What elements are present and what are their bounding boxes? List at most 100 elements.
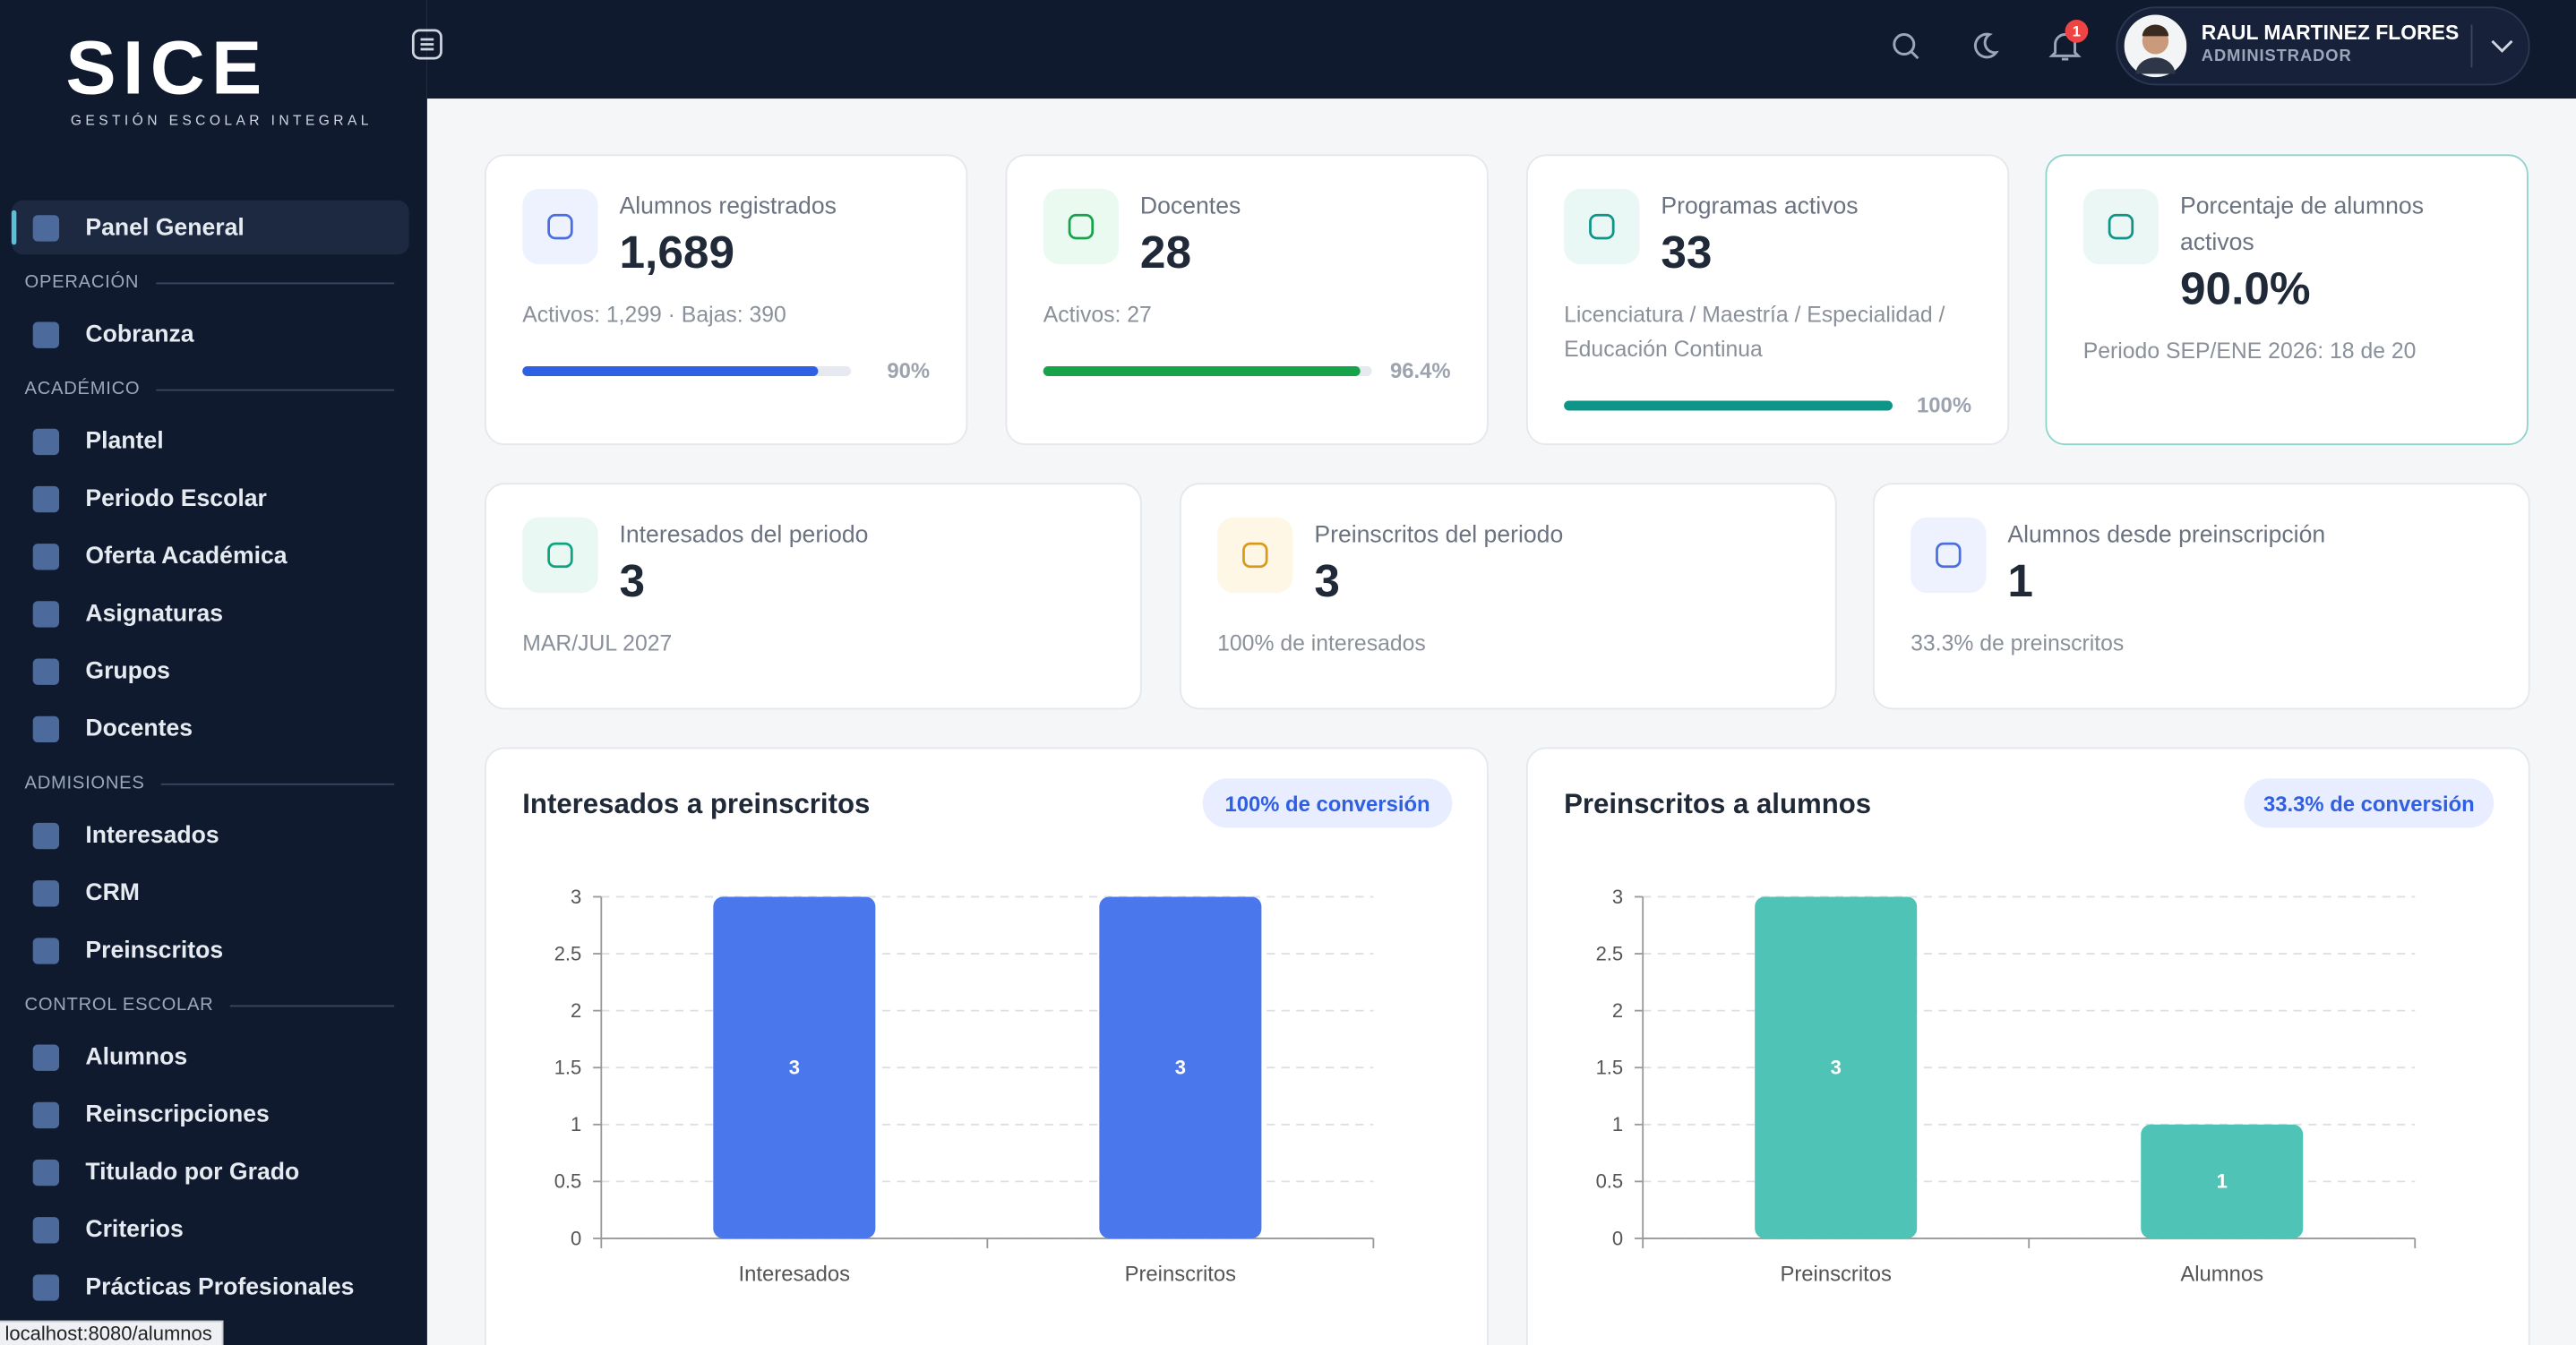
- progress-track: [1043, 365, 1372, 376]
- bar-value-label: 3: [1831, 1057, 1842, 1079]
- logo-tagline: GESTIÓN ESCOLAR INTEGRAL: [70, 111, 373, 129]
- nav-item[interactable]: Preinscritos: [12, 923, 409, 978]
- nav-item[interactable]: Titulado por Grado: [12, 1144, 409, 1199]
- card-detail: Activos: 1,299 · Bajas: 390: [522, 302, 786, 328]
- card-icon: [1217, 517, 1293, 594]
- card-value: 1: [2007, 554, 2033, 606]
- nav-label: Prácticas Profesionales: [85, 1273, 355, 1300]
- card-top: Interesados del periodo 3: [522, 517, 1103, 610]
- nav-item[interactable]: Asignaturas: [12, 587, 409, 641]
- menu-toggle[interactable]: [411, 28, 444, 61]
- status-url: localhost:8080/alumnos: [0, 1320, 224, 1345]
- stat-card: Porcentaje de alumnos activos 90.0% Period…: [2045, 154, 2529, 446]
- y-tick-label: 0.5: [554, 1170, 582, 1193]
- nav-label: Alumnos: [85, 1043, 188, 1070]
- chart-card: Preinscritos a alumnos 33.3% de conversió…: [1525, 747, 2530, 1345]
- icon-glyph: [2108, 213, 2134, 240]
- card-title: Interesados del periodo: [619, 522, 869, 549]
- bar: [2141, 1124, 2304, 1238]
- nav-label: Oferta Académica: [85, 543, 288, 570]
- sidebar: SICE GESTIÓN ESCOLAR INTEGRAL Panel Gene…: [0, 0, 427, 1345]
- chart-card: Interesados a preinscritos 100% de conver…: [485, 747, 1489, 1345]
- user-name: RAUL MARTINEZ FLORES: [2201, 21, 2460, 45]
- chart: Interesados a preinscritos 100% de conver…: [522, 778, 1453, 1287]
- bar-value-label: 3: [1175, 1057, 1186, 1079]
- progress: 96.4%: [1043, 358, 1451, 382]
- nav-label: Panel General: [85, 214, 245, 241]
- card-text: Alumnos desde preinscripción 1: [2007, 518, 2325, 610]
- logo: SICE: [65, 24, 269, 110]
- nav-icon: [32, 1043, 60, 1070]
- y-tick-label: 2.5: [554, 942, 582, 964]
- card-title: Preinscritos del periodo: [1314, 522, 1564, 549]
- search-button[interactable]: [1889, 30, 1922, 63]
- y-tick-label: 0: [1612, 1227, 1623, 1249]
- card-detail: 33.3% de preinscritos: [1911, 630, 2125, 655]
- card-icon: [1043, 188, 1120, 265]
- nav-item[interactable]: CRM: [12, 866, 409, 921]
- card-detail: 100% de interesados: [1217, 630, 1426, 655]
- nav-item[interactable]: Prácticas Profesionales: [12, 1260, 409, 1315]
- card-top: Preinscritos del periodo 3: [1217, 517, 1799, 610]
- nav-item[interactable]: Criterios: [12, 1203, 409, 1257]
- stat-card: Preinscritos del periodo 3 100% de interes…: [1179, 483, 1837, 710]
- nav-icon: [32, 485, 60, 512]
- nav-item[interactable]: Periodo Escolar: [12, 471, 409, 526]
- y-tick-label: 1.5: [554, 1057, 582, 1079]
- nav-item[interactable]: Alumnos: [12, 1030, 409, 1084]
- card-text: Interesados del periodo 3: [619, 518, 868, 610]
- glyph: [1068, 213, 1095, 240]
- nav-icon: [32, 543, 60, 570]
- nav-item[interactable]: Grupos: [12, 644, 409, 698]
- card-top: Docentes 28: [1043, 188, 1451, 281]
- progress-fill: [1564, 399, 1893, 410]
- x-tick-label: Preinscritos: [1780, 1263, 1892, 1287]
- nav-item[interactable]: Cobranza: [12, 307, 409, 362]
- nav-label: CRM: [85, 879, 140, 906]
- top-bar: 1 RAUL MARTINEZ FLORES ADMINISTRADOR: [411, 0, 2576, 99]
- glyph: [1936, 542, 1962, 569]
- theme-toggle[interactable]: [1968, 30, 2001, 63]
- card-title: Docentes: [1139, 193, 1241, 220]
- nav-item[interactable]: Plantel: [12, 414, 409, 468]
- nav-icon: [32, 1216, 60, 1243]
- y-tick-label: 2.5: [1596, 942, 1624, 964]
- nav-icon: [32, 427, 60, 455]
- y-tick-label: 0: [571, 1227, 581, 1249]
- user-menu[interactable]: RAUL MARTINEZ FLORES ADMINISTRADOR: [2116, 6, 2530, 86]
- stat-card: Docentes 28 Activos: 27 96.4%: [1005, 154, 1489, 446]
- divider: [2470, 24, 2473, 68]
- nav-icon: [32, 657, 60, 684]
- bar: [1099, 896, 1262, 1238]
- card-detail: Activos: 27: [1043, 302, 1152, 328]
- card-value: 28: [1139, 227, 1192, 278]
- nav-item[interactable]: Interesados: [12, 808, 409, 862]
- card-text: Porcentaje de alumnos activos 90.0%: [2180, 189, 2491, 317]
- progress: 90%: [522, 358, 930, 382]
- card-value: 3: [619, 554, 646, 606]
- y-tick-label: 0.5: [1596, 1170, 1624, 1193]
- nav-label: Preinscritos: [85, 937, 224, 964]
- badge: [2244, 778, 2494, 828]
- chart-title: Preinscritos a alumnos: [1564, 788, 1871, 819]
- nav-item[interactable]: Docentes: [12, 701, 409, 756]
- nav-label: Periodo Escolar: [85, 485, 267, 512]
- nav-item[interactable]: Panel General: [11, 200, 409, 255]
- bar-value-label: 1: [2217, 1170, 2228, 1193]
- nav-label: Grupos: [85, 657, 170, 684]
- card-top: Porcentaje de alumnos activos 90.0%: [2082, 188, 2491, 317]
- nav-section: CONTROL ESCOLAR: [25, 996, 395, 1015]
- y-tick-label: 1: [571, 1113, 581, 1135]
- nav-label: Docentes: [85, 715, 193, 742]
- nav-item[interactable]: Oferta Académica: [12, 529, 409, 584]
- nav-icon: [32, 1159, 60, 1186]
- glyph: [2108, 213, 2134, 240]
- nav-label: Plantel: [85, 427, 164, 455]
- bar-value-label: 3: [789, 1057, 800, 1079]
- y-tick-label: 1.5: [1596, 1057, 1624, 1079]
- nav-section: OPERACIÓN: [25, 272, 395, 292]
- card-title: Programas activos: [1661, 193, 1859, 220]
- nav-section: ACADÉMICO: [25, 380, 395, 399]
- nav-item[interactable]: Reinscripciones: [12, 1087, 409, 1142]
- badge-label: 100% de conversión: [1224, 792, 1430, 817]
